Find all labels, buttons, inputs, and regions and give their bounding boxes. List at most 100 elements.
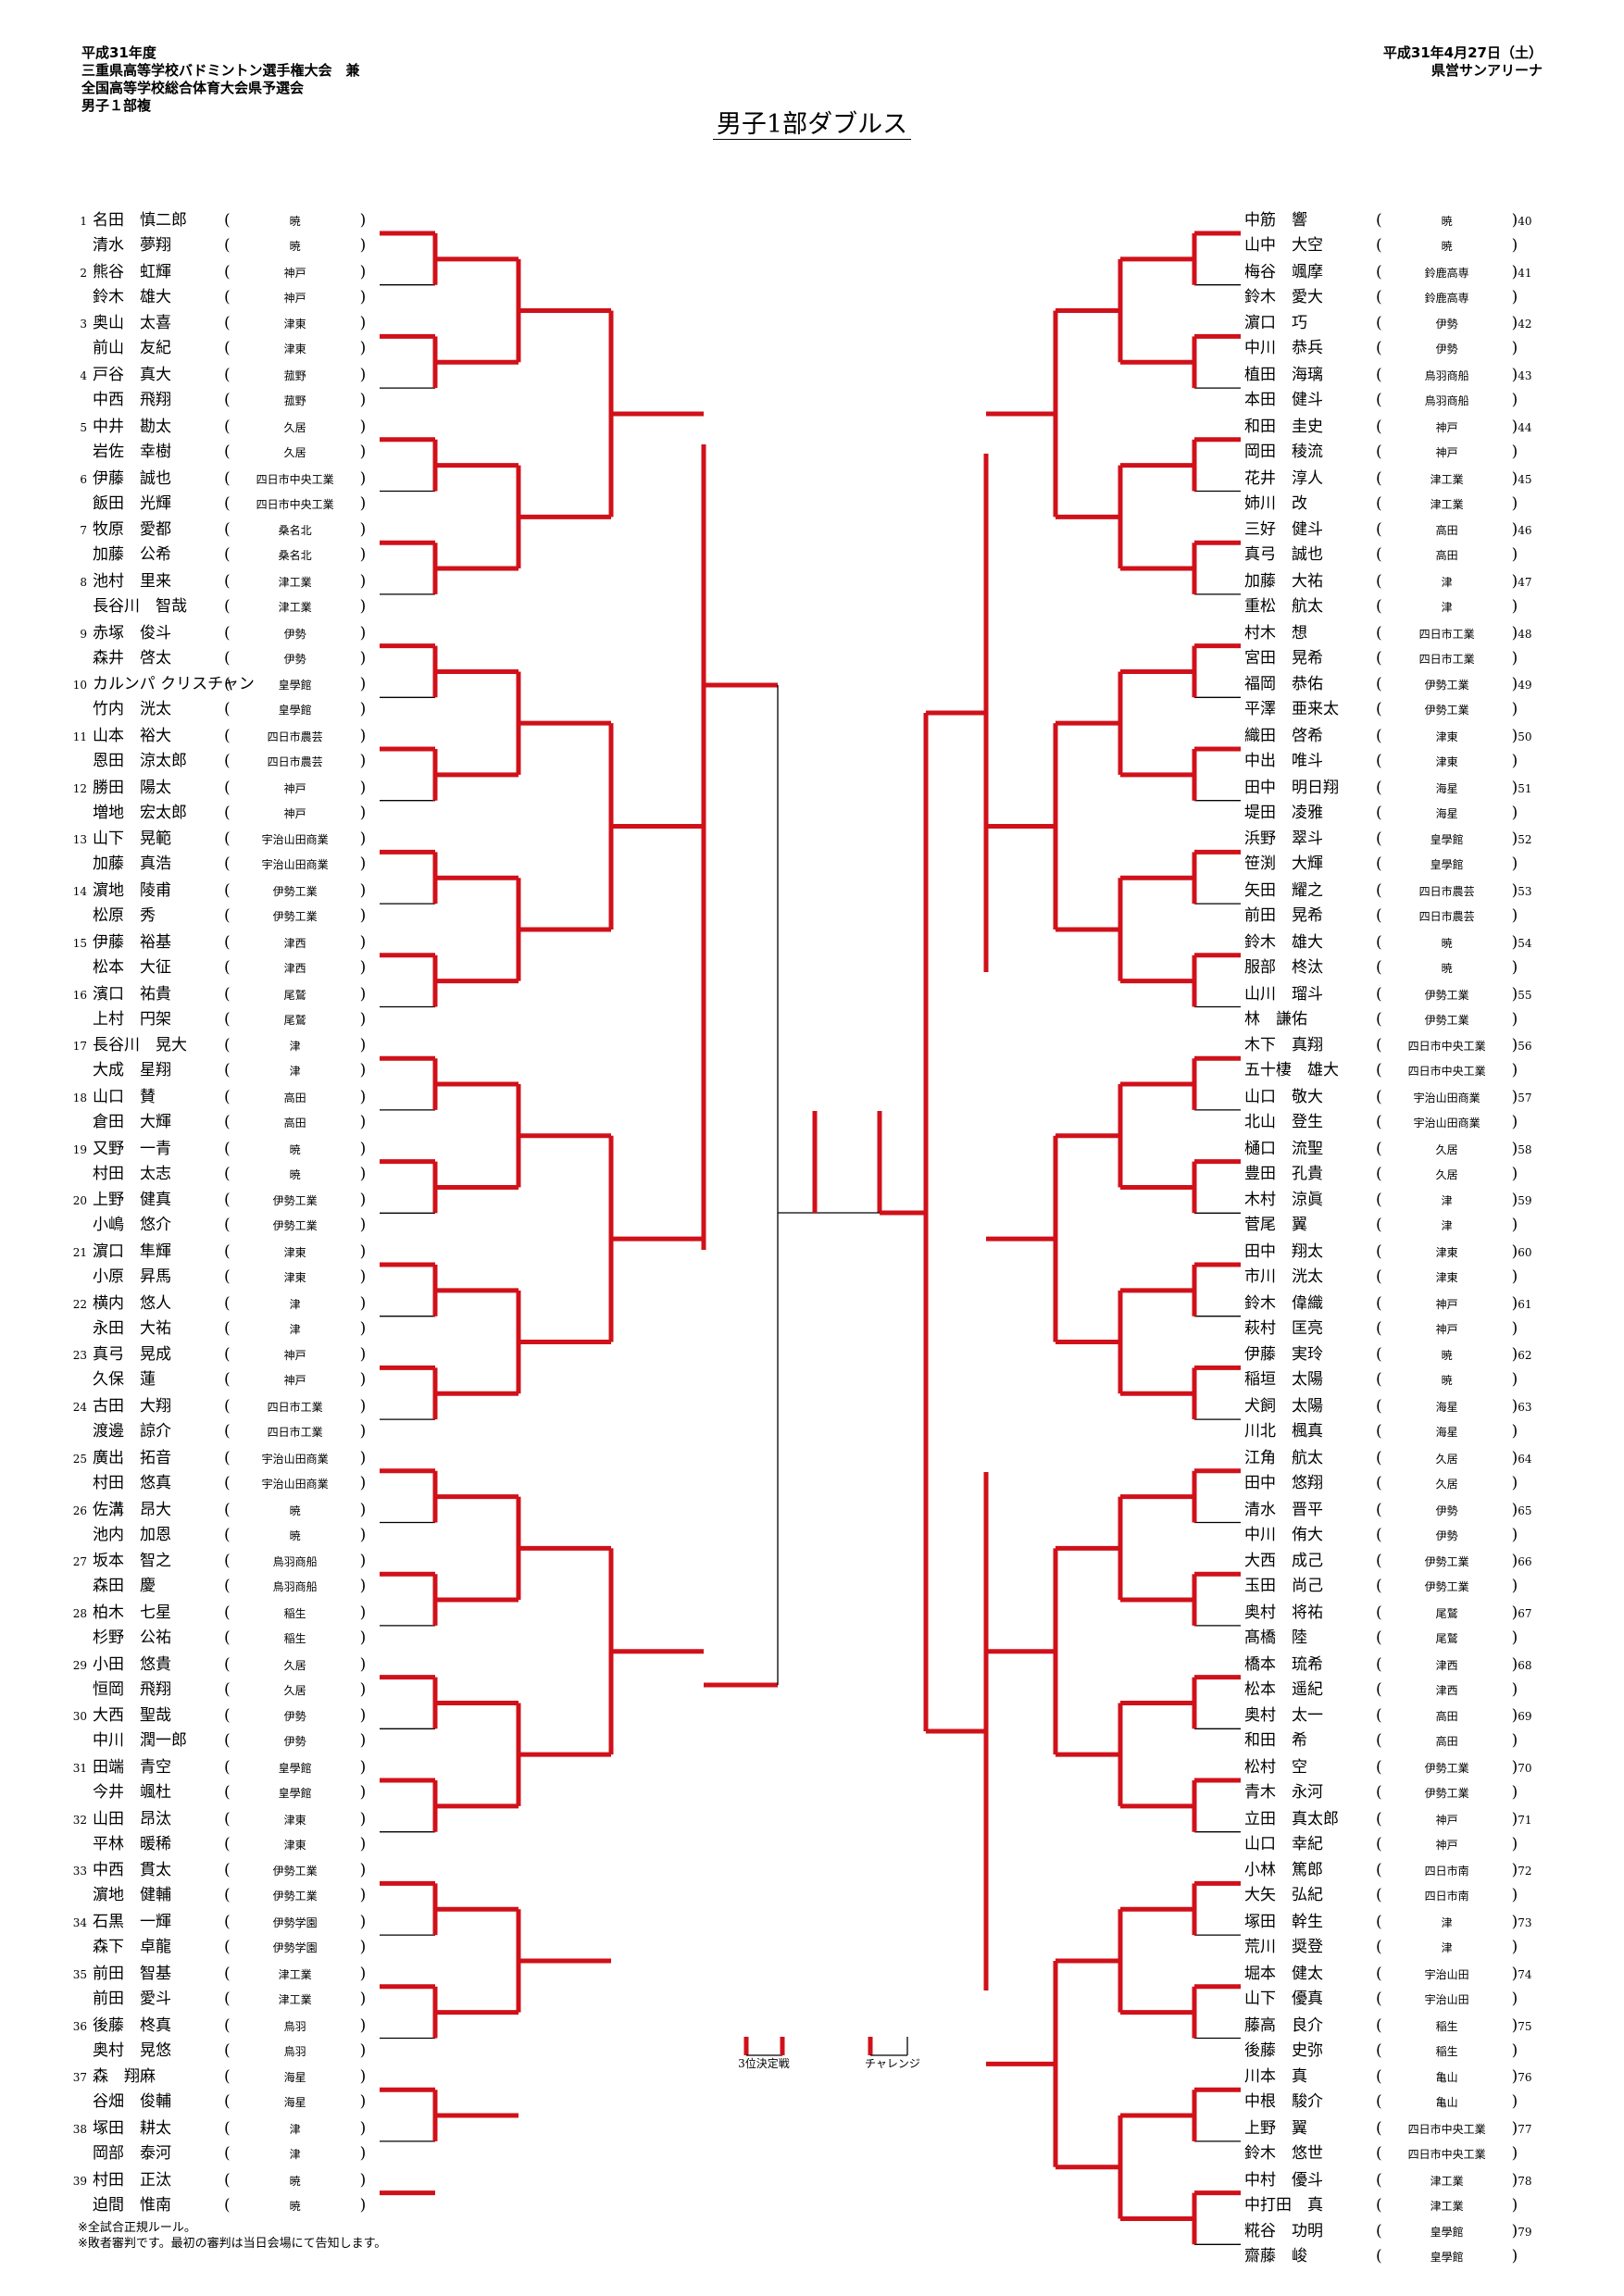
school-name: 津東 xyxy=(1435,1271,1458,1284)
player-pair: 川本 真(亀山) 中根 駿介(亀山) xyxy=(1244,2065,1518,2115)
school-name: 津東 xyxy=(283,1271,306,1284)
player-pair: 戸谷 真大(菰野) 中西 飛翔(菰野) xyxy=(93,363,366,413)
seed-number: 11 xyxy=(72,730,87,743)
player-entry-15: 15 伊藤 裕基(津西) 松本 大征(津西) xyxy=(44,930,367,980)
school-name: 暁 xyxy=(289,1167,301,1181)
school-name: 暁 xyxy=(289,215,301,228)
school-name: 皇學館 xyxy=(278,1762,312,1775)
event-category: 男子１部複 xyxy=(81,97,152,114)
player-name: カルンパ クリスチャン xyxy=(93,675,255,694)
school-name: 久居 xyxy=(283,1683,306,1697)
school-name: 神戸 xyxy=(283,1374,306,1388)
player-pair: 木下 真翔(四日市中央工業) 五十棲 雄大(四日市中央工業) xyxy=(1244,1033,1518,1083)
player-name: 勝田 陽太 xyxy=(93,778,171,797)
school-name: 神戸 xyxy=(283,1349,306,1363)
seed-number: 17 xyxy=(72,1040,87,1054)
player-name: 長谷川 智哉 xyxy=(93,596,187,616)
player-name: 清水 晋平 xyxy=(1244,1500,1323,1519)
player-entry-23: 23 真弓 晃成(神戸) 久保 蓮(神戸) xyxy=(44,1342,367,1392)
player-entry-16: 16 濱口 祐貴(尾鷲) 上村 円架(尾鷲) xyxy=(44,982,367,1032)
player-entry-19: 19 又野 一青(暁) 村田 太志(暁) xyxy=(44,1137,367,1187)
seed-number: 7 xyxy=(80,524,87,538)
player-name: 大西 聖哉 xyxy=(93,1706,171,1726)
player-pair: 糀谷 功明(皇學館) 齋藤 峻(皇學館) xyxy=(1244,2219,1518,2269)
player-name: 奥村 晃悠 xyxy=(93,2040,171,2060)
player-entry-38: 38 塚田 耕太(津) 岡部 泰河(津) xyxy=(44,2116,367,2166)
school-name: 高田 xyxy=(1435,524,1458,538)
seed-number: 60 xyxy=(1518,1246,1532,1259)
school-name: 伊勢工業 xyxy=(1424,679,1469,693)
school-name: 宇治山田商業 xyxy=(261,1477,329,1491)
player-entry-64: 江角 航太(久居) 田中 悠翔(久居) 64 xyxy=(1239,1446,1560,1496)
player-name: 平澤 亜来太 xyxy=(1244,700,1339,719)
player-name: 大西 成己 xyxy=(1244,1552,1323,1571)
player-name: 岡田 稜流 xyxy=(1244,442,1323,461)
school-name: 四日市工業 xyxy=(267,1426,323,1440)
player-name: 中出 唯斗 xyxy=(1244,752,1323,770)
school-name: 皇學館 xyxy=(1430,858,1464,872)
player-pair: 濵口 隼輝(津東) 小原 昇馬(津東) xyxy=(93,1240,366,1290)
player-entry-25: 25 廣出 拓音(宇治山田商業) 村田 悠真(宇治山田商業) xyxy=(44,1446,367,1496)
seed-number: 76 xyxy=(1518,2071,1532,2085)
player-name: 岡部 泰河 xyxy=(93,2143,171,2163)
school-name: 四日市農芸 xyxy=(267,755,323,768)
school-name: 宇治山田商業 xyxy=(1413,1091,1480,1104)
school-name: 海星 xyxy=(1435,1426,1458,1440)
player-entry-3: 3 奥山 太喜(津東) 前山 友紀(津東) xyxy=(44,311,366,361)
school-name: 津工業 xyxy=(1430,497,1464,511)
player-entry-62: 伊藤 実玲(暁) 稲垣 太陽(暁) 62 xyxy=(1239,1342,1560,1392)
page-title: 男子1部ダブルス xyxy=(0,104,1624,140)
player-name: 鈴木 雄大 xyxy=(93,287,171,306)
player-entry-34: 34 石黒 一輝(伊勢学園) 森下 卓龍(伊勢学園) xyxy=(44,1910,367,1960)
school-name: 津 xyxy=(1441,1219,1453,1233)
player-entry-50: 織田 啓希(津東) 中出 唯斗(津東) 50 xyxy=(1239,724,1560,774)
player-pair: 山本 裕大(四日市農芸) 恩田 涼太郎(四日市農芸) xyxy=(93,724,366,774)
school-name: 神戸 xyxy=(1435,420,1458,434)
school-name: 四日市中央工業 xyxy=(1407,2122,1486,2136)
seed-number: 12 xyxy=(72,781,87,795)
school-name: 海星 xyxy=(283,2071,306,2085)
player-entry-67: 奥村 将祐(尾鷲) 髙橋 陸(尾鷲) 67 xyxy=(1239,1601,1560,1651)
player-entry-55: 山川 瑠斗(伊勢工業) 林 謙佑(伊勢工業) 55 xyxy=(1239,982,1560,1032)
school-name: 久居 xyxy=(283,445,306,459)
player-pair: 長谷川 晃大(津) 大成 星翔(津) xyxy=(93,1033,366,1083)
player-name: 樋口 流聖 xyxy=(1244,1139,1323,1158)
player-entry-77: 上野 翼(四日市中央工業) 鈴木 悠世(四日市中央工業) 77 xyxy=(1239,2116,1560,2166)
player-entry-8: 8 池村 里来(津工業) 長谷川 智哉(津工業) xyxy=(44,569,366,619)
school-name: 鈴鹿高専 xyxy=(1424,291,1469,305)
school-name: 津東 xyxy=(1435,1246,1458,1259)
seed-number: 25 xyxy=(72,1452,87,1466)
seed-number: 67 xyxy=(1518,1606,1532,1620)
seed-number: 39 xyxy=(72,2174,87,2188)
player-name: 小林 篤郎 xyxy=(1244,1861,1323,1880)
school-name: 久居 xyxy=(1435,1142,1458,1156)
player-entry-48: 村木 想(四日市工業) 宮田 晃希(四日市工業) 48 xyxy=(1239,621,1560,671)
seed-number: 26 xyxy=(72,1504,87,1517)
school-name: 伊勢学園 xyxy=(272,1941,318,1955)
school-name: 稲生 xyxy=(1435,2044,1458,2058)
player-name: 花井 淳人 xyxy=(1244,468,1323,488)
player-name: 濵地 健輔 xyxy=(93,1886,171,1905)
school-name: 伊勢 xyxy=(283,1735,306,1749)
school-name: 津西 xyxy=(283,936,306,950)
school-name: 宇治山田商業 xyxy=(261,833,329,847)
player-name: 福岡 恭佑 xyxy=(1244,675,1323,694)
school-name: 津東 xyxy=(283,1838,306,1852)
school-name: 伊勢 xyxy=(283,652,306,666)
player-pair: 大西 聖哉(伊勢) 中川 潤一郎(伊勢) xyxy=(93,1703,366,1753)
school-name: 津 xyxy=(289,1322,301,1336)
school-name: 津工業 xyxy=(278,600,312,614)
player-name: 中根 駿介 xyxy=(1244,2092,1323,2112)
event-qualifier: 全国高等学校総合体育大会県予選会 xyxy=(81,80,305,96)
seed-number: 27 xyxy=(72,1555,87,1569)
school-name: 亀山 xyxy=(1435,2096,1458,2110)
player-name: 飯田 光輝 xyxy=(93,493,171,513)
school-name: 津 xyxy=(1441,1941,1453,1955)
player-entry-74: 堀本 健太(宇治山田) 山下 優真(宇治山田) 74 xyxy=(1239,1962,1560,2012)
player-name: 恒岡 飛翔 xyxy=(93,1679,171,1699)
school-name: 伊勢 xyxy=(1435,318,1458,331)
player-pair: 伊藤 実玲(暁) 稲垣 太陽(暁) xyxy=(1244,1342,1518,1392)
player-entry-49: 福岡 恭佑(伊勢工業) 平澤 亜来太(伊勢工業) 49 xyxy=(1239,672,1560,722)
player-pair: 名田 慎二郎(暁) 清水 夢翔(暁) xyxy=(93,208,366,258)
player-name: 浜野 翠斗 xyxy=(1244,830,1323,849)
